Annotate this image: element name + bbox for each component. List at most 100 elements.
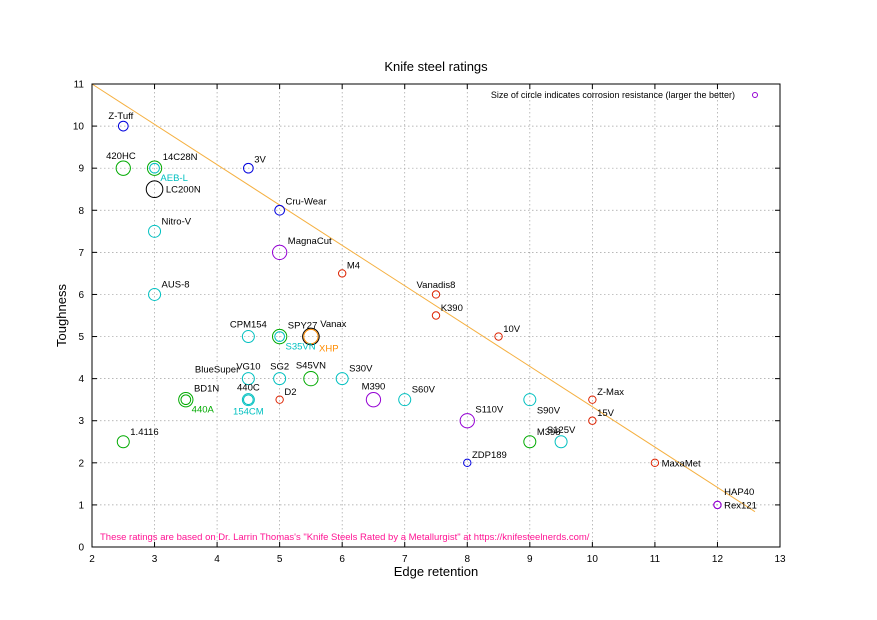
point-label: S45VN — [296, 360, 326, 371]
plot-frame — [91, 83, 781, 548]
y-tick-label: 2 — [78, 458, 84, 469]
point-label: SG2 — [270, 362, 289, 373]
point-label: Z-Tuff — [108, 111, 133, 122]
y-tick-label: 6 — [78, 290, 84, 301]
trend-line — [91, 83, 756, 513]
point-label: Nitro-V — [162, 216, 192, 227]
y-tick-label: 0 — [78, 543, 84, 554]
data-point — [273, 372, 287, 386]
data-point — [650, 458, 660, 468]
data-point — [148, 224, 162, 238]
data-point — [303, 328, 319, 345]
point-label: Vanadis8 — [417, 280, 456, 291]
data-point — [243, 394, 254, 406]
point-label: SPY27 — [288, 320, 318, 331]
data-point — [588, 416, 597, 425]
point-label: BlueSuper — [195, 365, 239, 376]
point-label: BD1N — [194, 384, 219, 395]
y-tick-label: 7 — [78, 248, 84, 259]
x-tick-label: 2 — [89, 554, 95, 565]
legend-text: Size of circle indicates corrosion resis… — [491, 90, 735, 100]
data-point — [335, 372, 349, 386]
data-point — [178, 392, 194, 408]
point-label: S35VN — [285, 341, 315, 352]
point-label: ZDP189 — [472, 450, 507, 461]
point-label: MaxaMet — [662, 458, 701, 469]
x-tick-label: 5 — [277, 554, 283, 565]
point-label: Rex121 — [724, 500, 757, 511]
point-label: 420HC — [106, 151, 136, 162]
chart-title: Knife steel ratings — [384, 59, 488, 74]
data-point — [148, 287, 162, 301]
data-points — [115, 120, 722, 510]
data-point — [180, 394, 192, 406]
point-label: 14C28N — [163, 152, 198, 163]
y-tick-label: 3 — [78, 416, 84, 427]
data-point — [554, 435, 568, 449]
y-tick-label: 9 — [78, 164, 84, 175]
point-label: XHP — [319, 344, 339, 355]
point-label: HAP40 — [724, 487, 754, 498]
data-point — [145, 180, 164, 199]
data-point — [303, 370, 319, 387]
data-point — [274, 204, 285, 216]
point-label: D2 — [284, 387, 296, 398]
x-tick-label: 3 — [152, 554, 158, 565]
x-tick-label: 10 — [587, 554, 599, 565]
data-point — [365, 392, 382, 408]
x-tick-label: 4 — [214, 554, 220, 565]
data-point — [337, 269, 347, 278]
y-tick-label: 8 — [78, 206, 84, 217]
point-label: 10V — [503, 324, 521, 335]
data-point — [431, 311, 441, 320]
data-point — [588, 395, 597, 404]
data-point — [116, 435, 130, 449]
data-point — [241, 372, 255, 386]
point-label: LC200N — [166, 185, 201, 196]
x-tick-label: 7 — [402, 554, 408, 565]
point-label: 1.4116 — [130, 427, 158, 438]
data-point — [146, 160, 163, 176]
point-label: S90V — [537, 406, 561, 417]
data-point — [241, 330, 255, 344]
y-tick-label: 10 — [73, 122, 85, 133]
y-tick-label: 1 — [78, 500, 84, 511]
point-label: 154CM — [233, 407, 264, 418]
point-label: 440C — [237, 383, 260, 394]
point-label: CPM154 — [230, 320, 267, 331]
y-tick-label: 5 — [78, 332, 84, 343]
point-label: AEB-L — [160, 173, 187, 184]
point-label: M390 — [362, 382, 386, 393]
point-label: S60V — [412, 385, 436, 396]
x-tick-label: 6 — [339, 554, 345, 565]
point-label: AUS-8 — [162, 279, 190, 290]
data-point — [243, 162, 254, 174]
point-label: 440A — [192, 405, 215, 416]
point-label: VG10 — [236, 362, 260, 373]
data-point — [431, 290, 441, 299]
legend-marker — [752, 92, 758, 98]
x-tick-label: 11 — [650, 554, 661, 565]
data-point — [115, 160, 131, 176]
point-label: 3V — [254, 154, 266, 165]
data-point — [523, 435, 537, 449]
x-tick-label: 8 — [464, 554, 470, 565]
data-point — [275, 395, 284, 404]
data-point — [149, 162, 160, 174]
point-label: K390 — [441, 303, 463, 314]
x-axis-label: Edge retention — [394, 564, 479, 579]
x-tick-label: 12 — [712, 554, 724, 565]
y-axis-label: Toughness — [54, 284, 69, 347]
data-point — [302, 327, 320, 346]
data-point — [271, 244, 288, 261]
data-point — [117, 120, 129, 132]
point-label: S110V — [475, 405, 503, 416]
data-point — [494, 332, 503, 341]
point-label: Z-Max — [597, 387, 624, 398]
data-point — [271, 328, 288, 345]
x-tick-label: 13 — [774, 554, 786, 565]
point-label: S125V — [547, 425, 576, 436]
data-point — [523, 393, 537, 407]
